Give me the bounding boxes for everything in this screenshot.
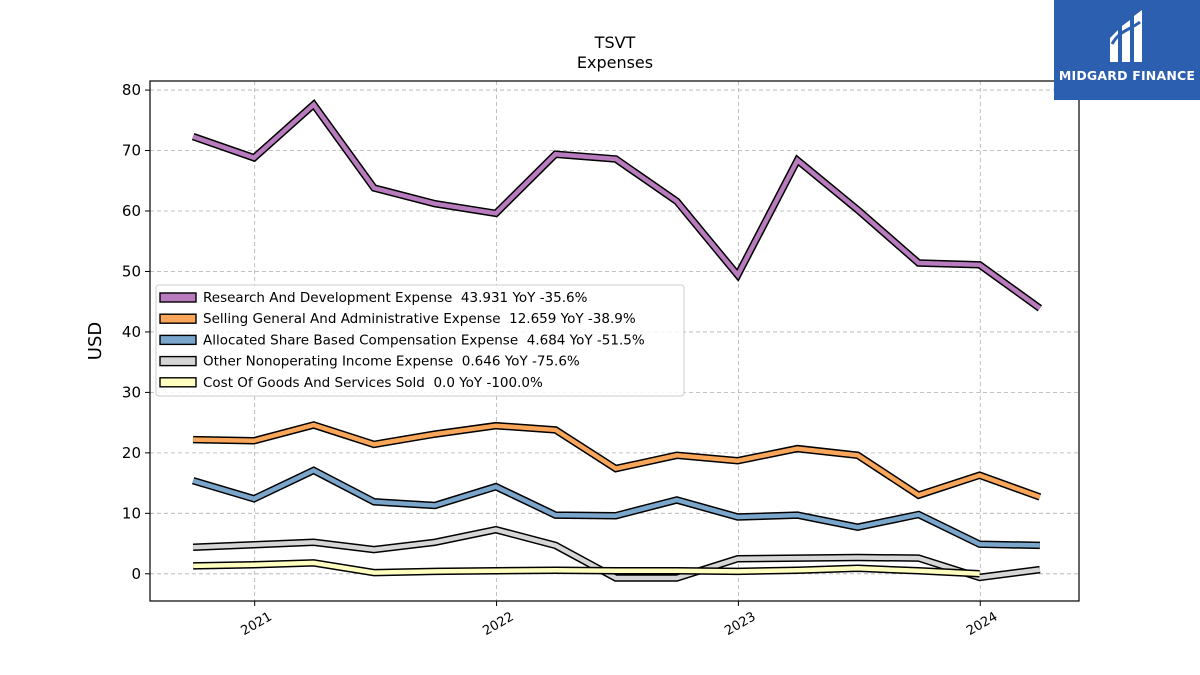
series-line-2 [192,467,1040,548]
y-axis-ticks: 0 10 20 30 40 50 60 70 80 [122,81,150,583]
series-line-0 [192,101,1042,311]
x-tick-label: 2022 [480,609,516,639]
legend-entry-0: Research And Development Expense 43.931 … [203,290,588,306]
legend-swatch-3 [159,355,197,367]
series-line-outline-0 [191,99,1043,312]
y-tick-label: 20 [122,444,141,462]
y-tick-label: 30 [122,383,141,401]
legend-entry-3: Other Nonoperating Income Expense 0.646 … [203,354,580,370]
legend-swatch-0 [159,292,197,303]
y-tick-label: 60 [122,202,141,220]
series-line-outline-1 [193,421,1042,501]
series-line-outline-2 [192,466,1040,550]
brand-mark-icon [1110,10,1142,62]
y-tick-label: 70 [122,142,141,160]
y-tick-label: 40 [122,323,141,341]
y-tick-label: 50 [122,262,141,280]
legend-entry-1: Selling General And Administrative Expen… [203,311,636,327]
plot-frame [149,80,1080,602]
x-axis-ticks: 2021 2022 2023 2024 [239,601,1000,639]
y-axis-label: USD [85,322,106,360]
legend-box [155,284,685,397]
chart-title: TSVT [594,33,636,52]
legend-swatch-1 [159,313,197,324]
y-tick-label: 10 [122,504,141,522]
x-tick-label: 2021 [239,609,275,639]
legend-swatch-4 [159,377,197,388]
series-line-1 [193,422,1041,500]
legend-swatch-2 [159,334,197,346]
chart-subtitle: Expenses [577,53,653,72]
brand-logo: MIDGARD FINANCE [1054,0,1200,100]
x-tick-label: 2023 [722,609,758,639]
x-tick-label: 2024 [964,609,1000,639]
y-tick-label: 0 [131,565,141,583]
series-lines [191,99,1043,582]
series-line-4 [193,560,980,577]
y-tick-label: 80 [122,81,141,99]
series-line-3 [193,527,1041,581]
brand-name: MIDGARD FINANCE [1058,68,1196,83]
legend-entry-2: Allocated Share Based Compensation Expen… [203,332,645,348]
legend: Research And Development Expense 43.931 … [155,284,685,397]
legend-entry-4: Cost Of Goods And Services Sold 0.0 YoY … [203,375,543,391]
